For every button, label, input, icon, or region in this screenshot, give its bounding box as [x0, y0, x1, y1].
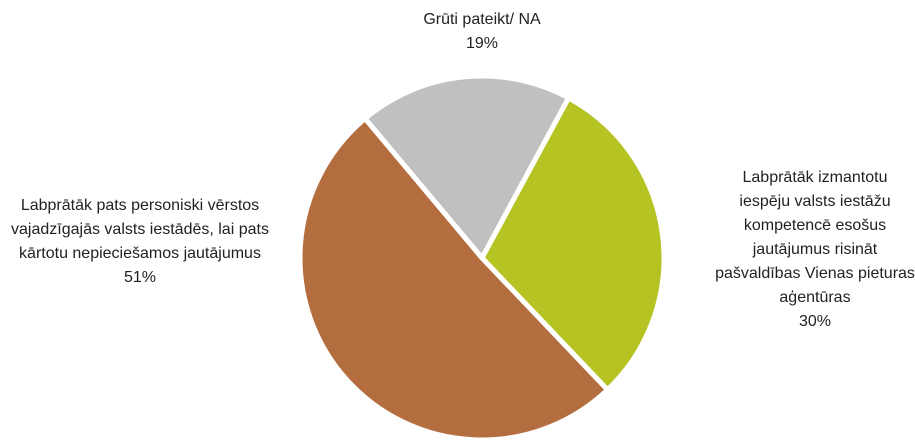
- slice-label: Labprātāk pats personiski vērstos vajadz…: [2, 194, 278, 290]
- category-label: Grūti pateikt/ NA: [423, 11, 541, 28]
- slice-label: Grūti pateikt/ NA 19%: [352, 8, 612, 56]
- value-label: 19%: [465, 35, 499, 52]
- pie-slice: [297, 116, 611, 441]
- value-label: 30%: [798, 313, 832, 330]
- slice-label: Labprātāk izmantotu iespēju valsts iestā…: [715, 166, 915, 334]
- value-label: 51%: [123, 269, 157, 286]
- category-label: Labprātāk izmantotu iespēju valsts iestā…: [715, 169, 915, 306]
- pie-slice: [362, 73, 572, 261]
- category-label: Labprātāk pats personiski vērstos vajadz…: [11, 197, 269, 262]
- pie-slice: [479, 95, 667, 393]
